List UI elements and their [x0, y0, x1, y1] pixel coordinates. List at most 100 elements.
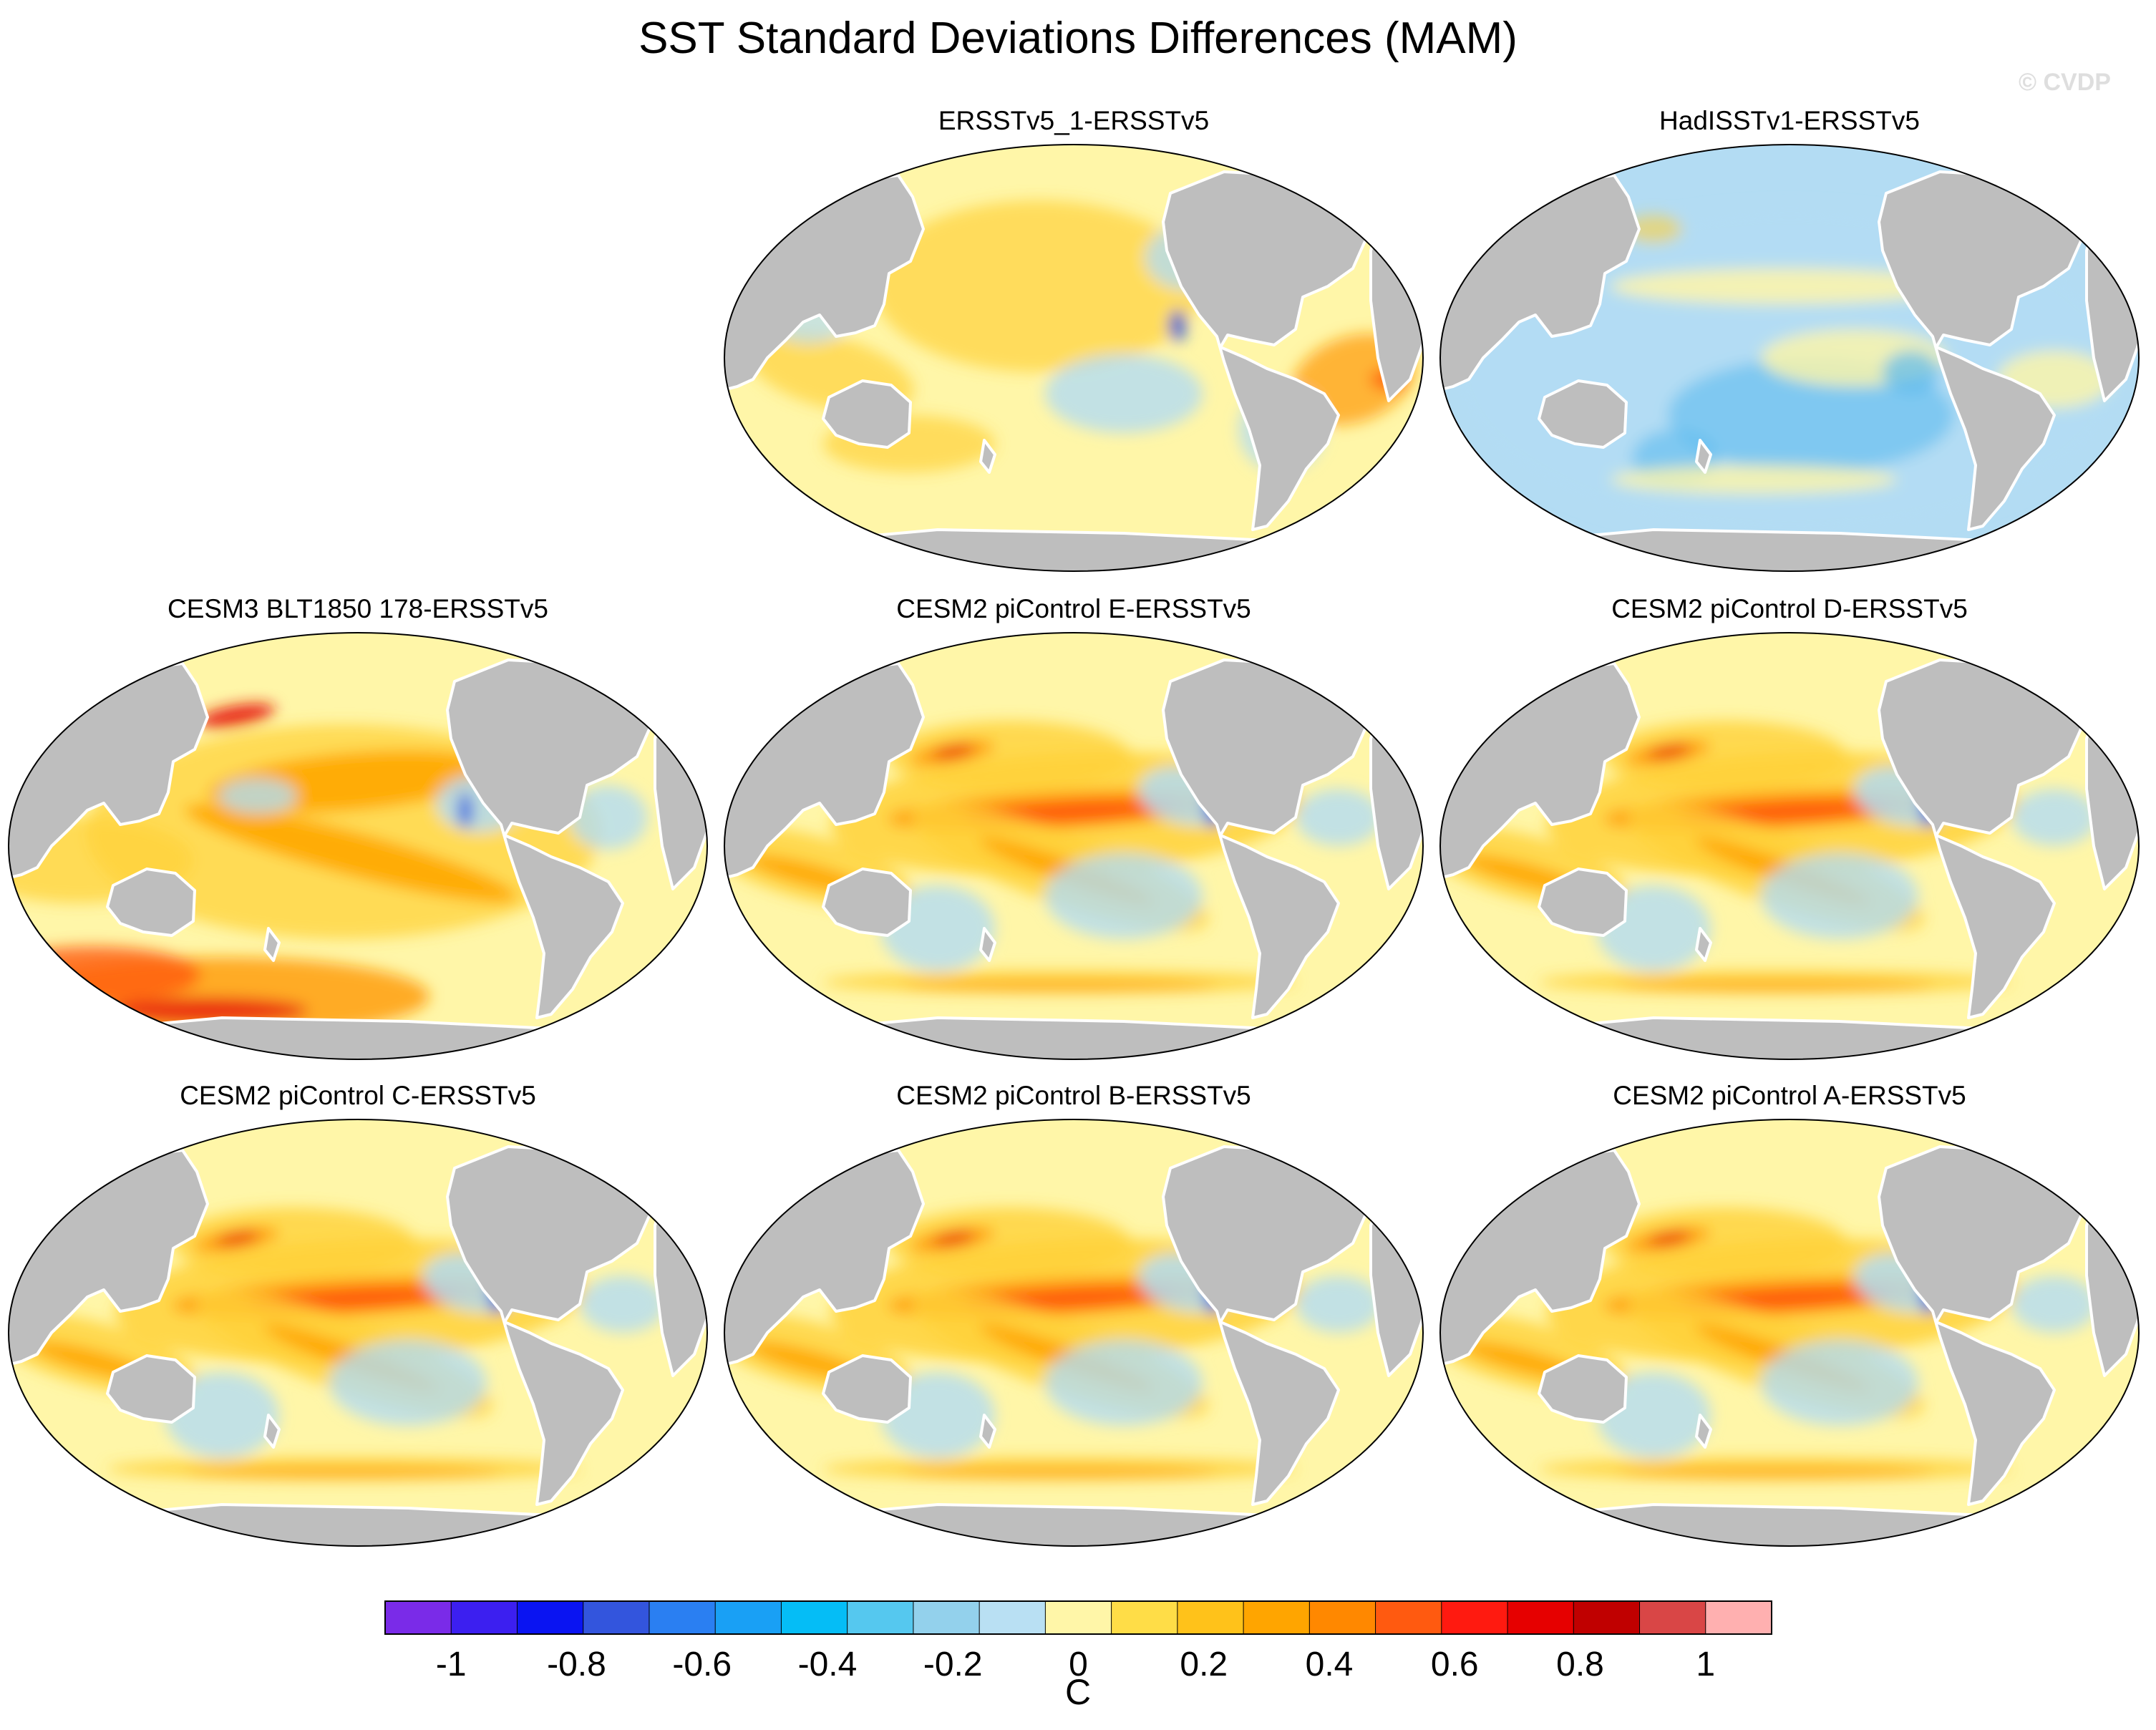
- map-cesm3-blt: [8, 632, 708, 1060]
- land-greenland: [2039, 650, 2109, 711]
- colorbar-swatch: [1375, 1601, 1442, 1634]
- map-cesm2-d: [1439, 632, 2140, 1060]
- land-australia: [1538, 379, 1628, 449]
- map-cesm2-b: [724, 1119, 1424, 1547]
- land-australia: [822, 379, 912, 449]
- colorbar-swatch: [1441, 1601, 1508, 1634]
- map-border: [724, 632, 1424, 1060]
- land-africa: [1440, 1396, 1469, 1492]
- map-panel-cesm2-e: CESM2 piControl E-ERSSTv5: [723, 594, 1424, 1060]
- land-africa: [724, 421, 753, 517]
- map-border: [8, 1119, 708, 1547]
- land-africa: [724, 909, 753, 1005]
- colorbar-swatch: [1507, 1601, 1574, 1634]
- map-panel-hadisst: HadISSTv1-ERSSTv5: [1439, 106, 2140, 572]
- land-greenland: [1323, 650, 1394, 711]
- land-americas: [446, 1145, 653, 1506]
- colorbar-label: C: [1064, 1672, 1092, 1712]
- land-africa: [1440, 909, 1469, 1005]
- colorbar-swatch: [1111, 1601, 1178, 1634]
- sst-anomaly-field: [9, 1143, 666, 1480]
- land-greenland: [1323, 1137, 1394, 1198]
- land-nz: [1695, 927, 1712, 962]
- land-greenland: [607, 1137, 678, 1198]
- colorbar-swatch: [385, 1601, 452, 1634]
- land-greenland: [607, 650, 678, 711]
- land-australia: [106, 868, 196, 937]
- map-ersstv5-1: [724, 144, 1424, 572]
- colorbar-swatch: [1309, 1601, 1376, 1634]
- map-cesm2-e: [724, 632, 1424, 1060]
- colorbar-swatch: [913, 1601, 980, 1634]
- land-greenland: [2039, 162, 2109, 223]
- land-antarctica: [63, 1016, 653, 1059]
- map-border: [1439, 632, 2140, 1060]
- land-nz: [1695, 439, 1712, 474]
- land-africa: [9, 909, 37, 1005]
- colorbar-swatch: [1243, 1601, 1310, 1634]
- map-panel-cesm2-b: CESM2 piControl B-ERSSTv5: [723, 1081, 1424, 1547]
- map-cesm2-c: [8, 1119, 708, 1547]
- land-africa: [1440, 421, 1469, 517]
- land-australia: [822, 1354, 912, 1424]
- land-americas: [1878, 659, 2084, 1019]
- land-australia: [822, 868, 912, 937]
- colorbar-swatch: [1573, 1601, 1641, 1634]
- land-australia: [1538, 1354, 1628, 1424]
- panel-title: CESM2 piControl E-ERSSTv5: [896, 594, 1251, 623]
- colorbar-swatch: [1177, 1601, 1244, 1634]
- map-cesm2-a: [1439, 1119, 2140, 1547]
- land-antarctica: [779, 1503, 1369, 1546]
- land-americas: [446, 659, 653, 1019]
- land-antarctica: [779, 1016, 1369, 1059]
- colorbar-swatch: [451, 1601, 518, 1634]
- land-antarctica: [63, 1503, 653, 1546]
- land-americas: [1162, 1145, 1369, 1506]
- land-nz: [979, 1414, 996, 1449]
- land-nz: [1695, 1414, 1712, 1449]
- map-panel-cesm2-d: CESM2 piControl D-ERSSTv5: [1439, 594, 2140, 1060]
- land-americas: [1878, 1145, 2084, 1506]
- land-americas: [1162, 170, 1369, 531]
- panel-title: CESM2 piControl C-ERSSTv5: [180, 1081, 536, 1110]
- map-border: [724, 144, 1424, 572]
- colorbar-swatch: [781, 1601, 848, 1634]
- land-antarctica: [1495, 1016, 2084, 1059]
- land-nz: [979, 439, 996, 474]
- land-australia: [1538, 868, 1628, 937]
- sst-anomaly-field: [724, 656, 1382, 993]
- chart-title: SST Standard Deviations Differences (MAM…: [638, 14, 1518, 63]
- panel-title: CESM3 BLT1850 178-ERSSTv5: [167, 594, 548, 623]
- panel-title: ERSSTv5_1-ERSSTv5: [938, 106, 1210, 135]
- map-border: [1439, 1119, 2140, 1547]
- land-australia: [106, 1354, 196, 1424]
- colorbar-swatch: [1639, 1601, 1706, 1634]
- land-nz: [979, 927, 996, 962]
- map-hadisst: [1439, 144, 2140, 572]
- land-antarctica: [1495, 528, 2084, 571]
- land-africa: [724, 1396, 753, 1492]
- land-nz: [263, 927, 281, 962]
- map-border: [8, 632, 708, 1060]
- map-border: [724, 1119, 1424, 1547]
- map-panel-cesm3-blt: CESM3 BLT1850 178-ERSSTv5: [7, 594, 709, 1060]
- land-antarctica: [1495, 1503, 2084, 1546]
- land-americas: [1878, 170, 2084, 531]
- panel-title: CESM2 piControl B-ERSSTv5: [896, 1081, 1251, 1110]
- colorbar-swatch: [649, 1601, 716, 1634]
- colorbar-swatch: [1705, 1601, 1772, 1634]
- watermark: © CVDP: [2019, 69, 2111, 96]
- colorbar-swatch: [517, 1601, 584, 1634]
- land-africa: [9, 1396, 37, 1492]
- map-border: [1439, 144, 2140, 572]
- land-americas: [1162, 659, 1369, 1019]
- map-panel-cesm2-a: CESM2 piControl A-ERSSTv5: [1439, 1081, 2140, 1547]
- colorbar-swatch: [979, 1601, 1046, 1634]
- colorbar-swatch: [1045, 1601, 1112, 1634]
- land-greenland: [2039, 1137, 2109, 1198]
- panel-title: HadISSTv1-ERSSTv5: [1659, 106, 1920, 135]
- map-panel-ersstv5-1: ERSSTv5_1-ERSSTv5: [723, 106, 1424, 572]
- map-panel-cesm2-c: CESM2 piControl C-ERSSTv5: [7, 1081, 709, 1547]
- colorbar-swatch: [847, 1601, 914, 1634]
- colorbar-swatch: [583, 1601, 650, 1634]
